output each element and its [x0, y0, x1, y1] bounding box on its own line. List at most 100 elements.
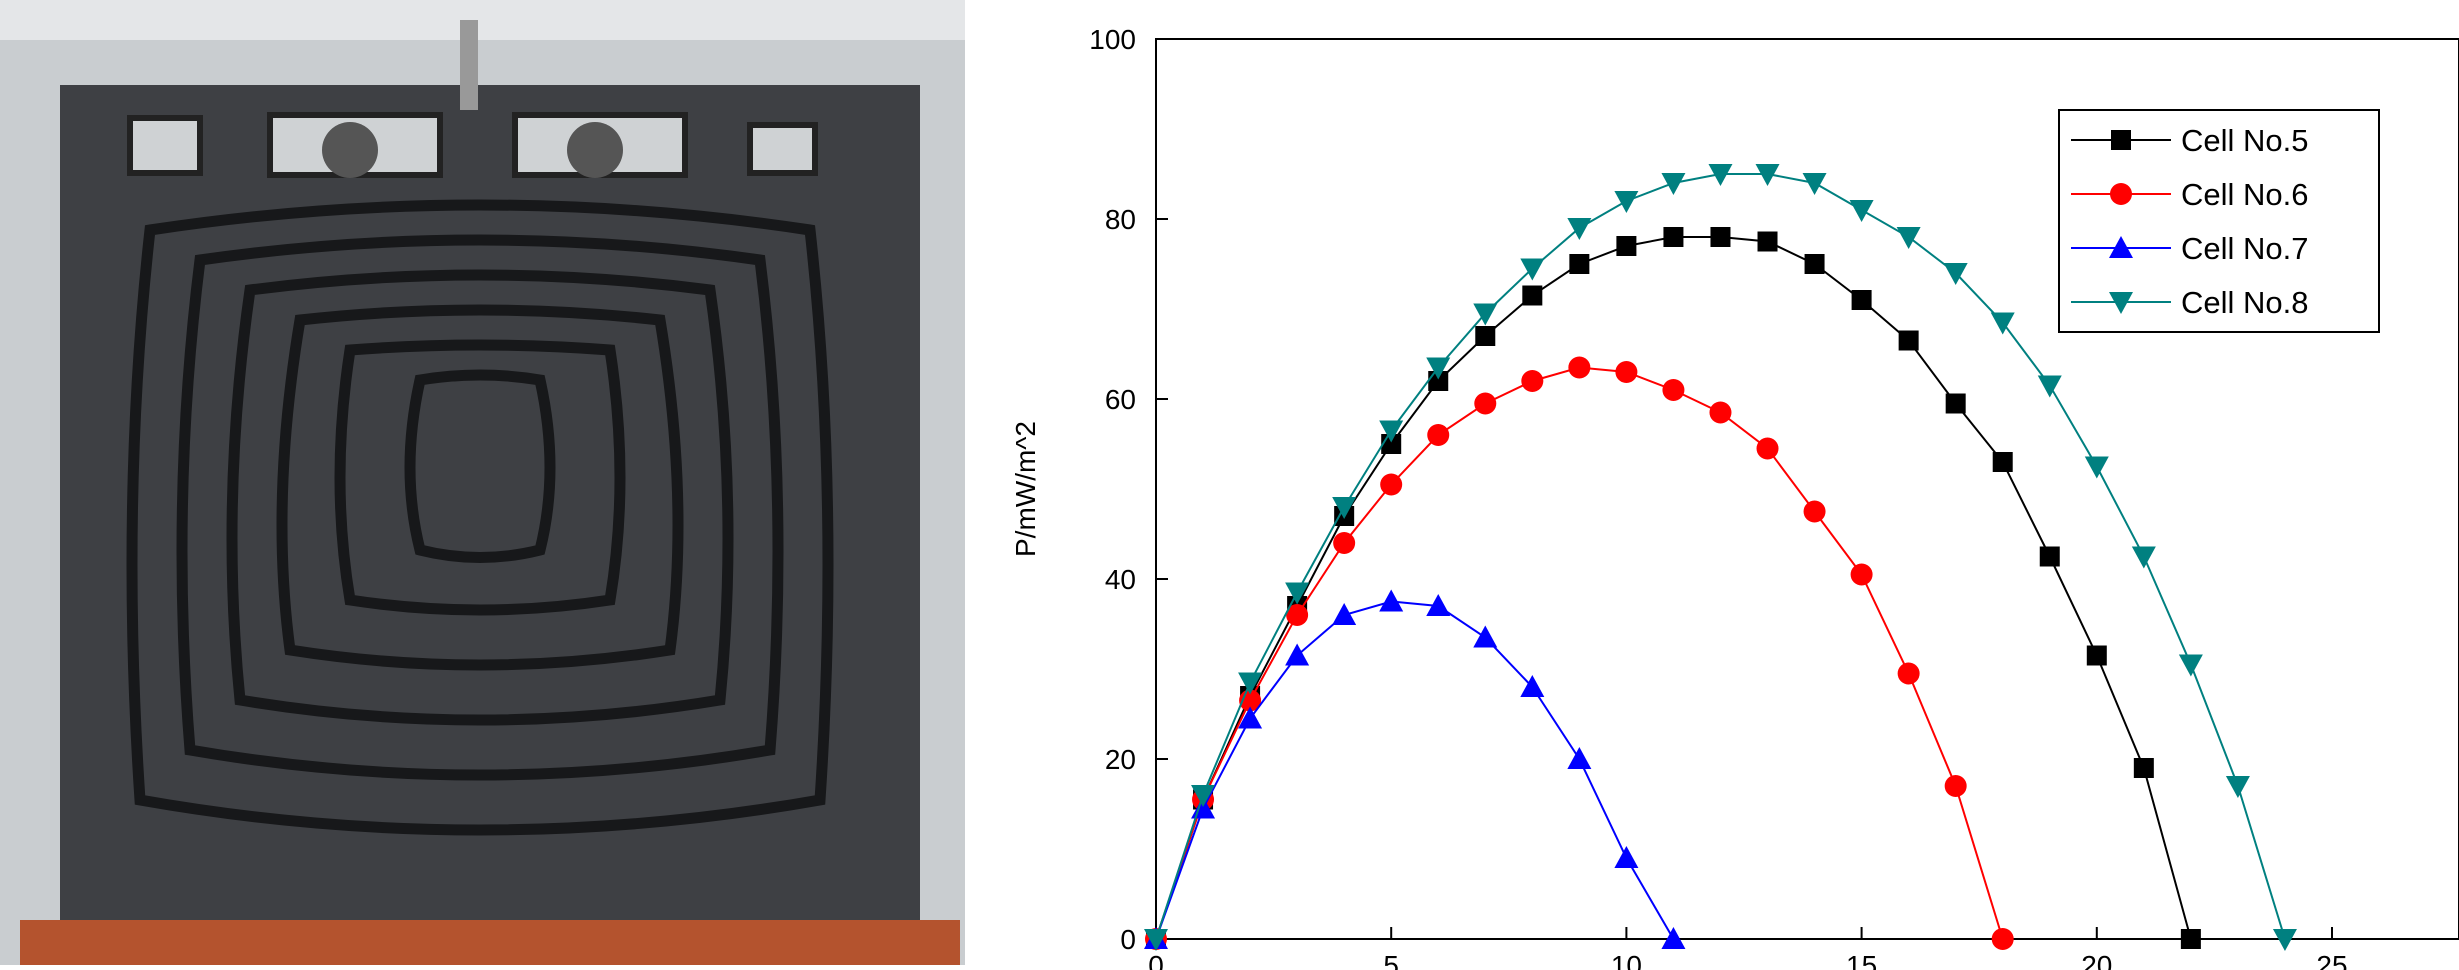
- marker: [1286, 604, 1309, 626]
- channel: [334, 339, 626, 616]
- marker: [1945, 393, 1966, 414]
- photo-table: [0, 0, 965, 40]
- marker: [1520, 258, 1545, 281]
- marker: [1567, 747, 1592, 769]
- marker: [1238, 706, 1263, 729]
- marker: [1474, 392, 1497, 415]
- marker: [1379, 589, 1404, 612]
- marker: [1285, 582, 1310, 605]
- marker: [1661, 173, 1686, 195]
- marker: [2111, 130, 2131, 150]
- marker: [2086, 645, 2107, 666]
- marker: [2180, 929, 2201, 949]
- legend-label: Cell No.7: [2181, 231, 2309, 266]
- marker: [1943, 263, 1968, 285]
- marker: [1568, 356, 1591, 379]
- bolt: [460, 20, 478, 110]
- marker: [1333, 532, 1356, 554]
- marker: [1992, 452, 2013, 472]
- marker: [1990, 312, 2015, 335]
- marker: [1896, 227, 1921, 249]
- x-tick-label: 15: [1846, 950, 1877, 970]
- y-tick-label: 0: [1120, 924, 1136, 955]
- marker: [1426, 594, 1451, 616]
- x-tick-label: 0: [1148, 950, 1164, 970]
- channel: [126, 199, 834, 836]
- marker: [1803, 500, 1826, 523]
- marker: [1475, 326, 1496, 346]
- marker: [1804, 254, 1825, 274]
- marker: [2110, 183, 2132, 205]
- marker: [1144, 929, 1168, 951]
- x-tick-label: 5: [1383, 950, 1399, 970]
- marker: [1756, 437, 1779, 460]
- marker: [1380, 473, 1403, 496]
- marker: [1991, 928, 2014, 950]
- photo: [0, 0, 965, 965]
- marker: [1851, 290, 1872, 310]
- marker: [2133, 758, 2154, 778]
- marker: [1428, 371, 1449, 391]
- port: [747, 122, 818, 176]
- hole: [322, 122, 378, 178]
- marker: [2131, 546, 2156, 569]
- marker: [1473, 303, 1498, 326]
- marker: [1663, 227, 1684, 247]
- hole: [567, 122, 623, 178]
- channels: [126, 199, 834, 836]
- marker: [2084, 456, 2109, 479]
- marker: [1850, 563, 1873, 586]
- marker: [1427, 424, 1450, 446]
- marker: [1521, 370, 1544, 392]
- marker: [2109, 292, 2133, 314]
- marker: [1238, 672, 1263, 695]
- marker: [1897, 662, 1920, 685]
- marker: [1426, 357, 1451, 380]
- y-tick-label: 100: [1089, 24, 1136, 55]
- marker: [1708, 164, 1733, 186]
- marker: [1614, 191, 1639, 213]
- x-tick-label: 10: [1611, 950, 1642, 970]
- y-tick-label: 40: [1105, 564, 1136, 595]
- y-tick-label: 20: [1105, 744, 1136, 775]
- series-line: [1155, 366, 2004, 940]
- y-tick-label: 80: [1105, 204, 1136, 235]
- marker: [1285, 643, 1310, 666]
- marker: [1755, 164, 1780, 186]
- channel: [276, 304, 684, 671]
- marker: [1379, 420, 1404, 443]
- marker: [1615, 361, 1638, 383]
- copper-plate: [20, 920, 960, 965]
- marker: [2225, 776, 2250, 798]
- marker: [1191, 785, 1216, 807]
- marker: [2178, 654, 2203, 677]
- channel: [404, 369, 556, 563]
- marker: [2272, 929, 2297, 951]
- marker: [1522, 285, 1543, 306]
- y-tick-label: 60: [1105, 384, 1136, 415]
- marker: [1520, 675, 1545, 697]
- marker: [1709, 401, 1732, 424]
- marker: [2037, 375, 2062, 398]
- marker: [2039, 546, 2060, 567]
- marker: [1614, 846, 1639, 868]
- port: [127, 115, 203, 176]
- marker: [1757, 231, 1778, 252]
- legend-label: Cell No.5: [2181, 123, 2309, 158]
- x-tick-label: 20: [2081, 950, 2112, 970]
- marker: [1661, 927, 1686, 949]
- marker: [1473, 625, 1498, 648]
- marker: [1662, 379, 1685, 401]
- marker: [2109, 236, 2133, 258]
- marker: [1616, 236, 1637, 256]
- marker: [1944, 775, 1967, 797]
- marker: [1898, 330, 1919, 351]
- marker: [1332, 497, 1357, 519]
- plot-frame: [1155, 38, 2459, 940]
- marker: [1332, 603, 1357, 625]
- marker: [1802, 173, 1827, 195]
- marker: [1569, 254, 1590, 274]
- marker: [1567, 218, 1592, 240]
